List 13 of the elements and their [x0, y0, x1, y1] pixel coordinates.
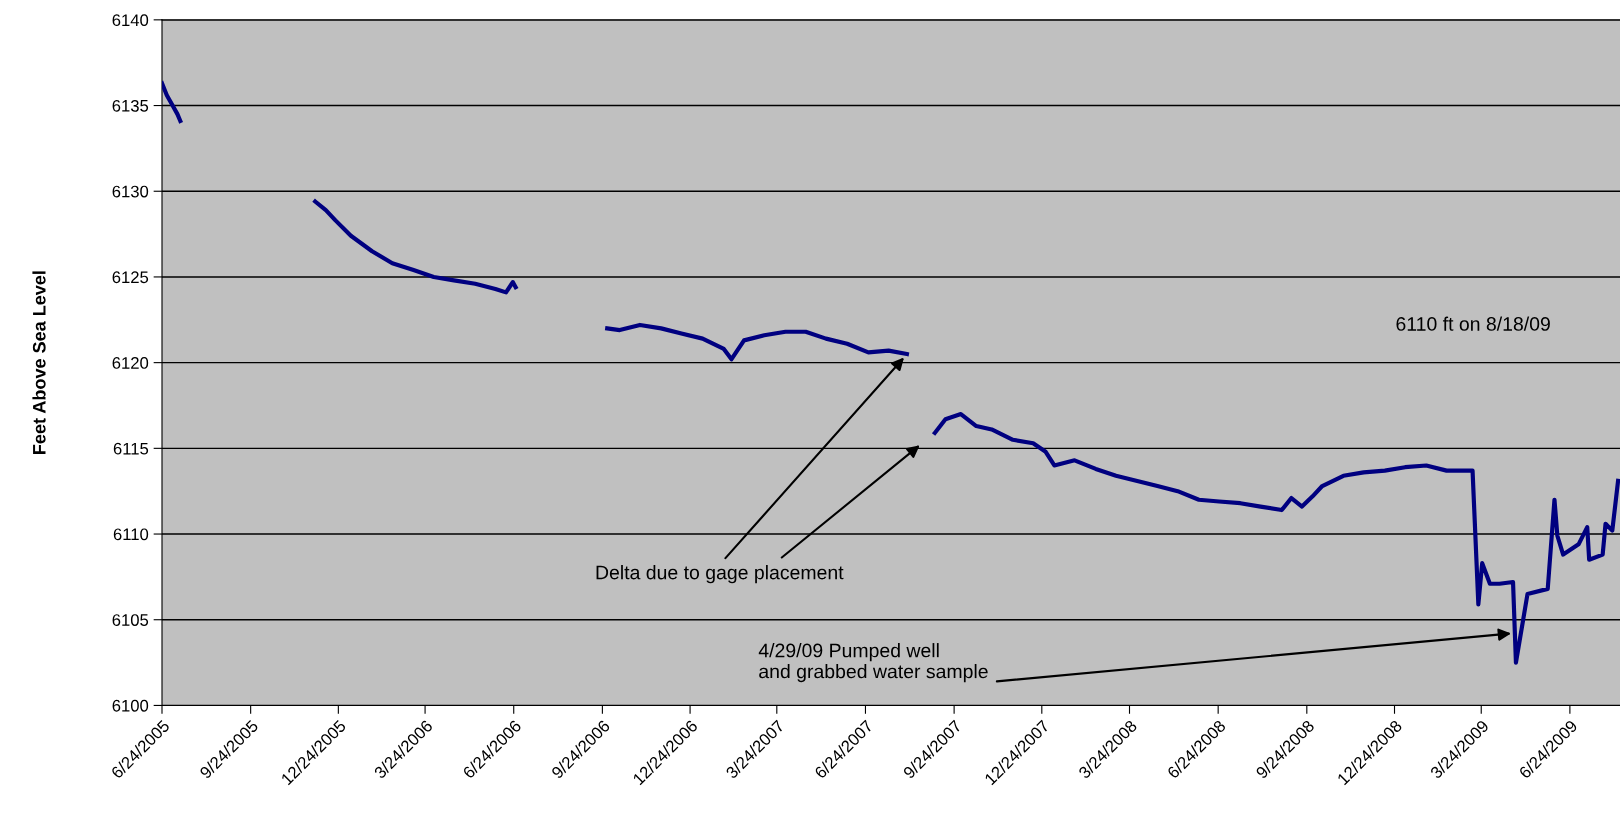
y-tick-label: 6130: [112, 185, 149, 198]
annotation: Delta due to gage placement: [596, 565, 844, 584]
y-tick-label: 6135: [112, 99, 149, 112]
annotation: 4/29/09 Pumped well and grabbed water sample: [758, 643, 988, 683]
y-tick-label: 6100: [112, 699, 149, 712]
y-tick-label: 6140: [112, 14, 149, 27]
y-tick-label: 6125: [112, 271, 149, 284]
y-tick-label: 6105: [112, 614, 149, 626]
y-tick-label: 6115: [113, 442, 149, 455]
y-axis-title: Feet Above Sea Level: [32, 271, 46, 454]
annotation: 6110 ft on 8/18/09: [1396, 316, 1550, 331]
y-tick-label: 6110: [113, 528, 149, 541]
y-tick-label: 6120: [112, 357, 149, 369]
